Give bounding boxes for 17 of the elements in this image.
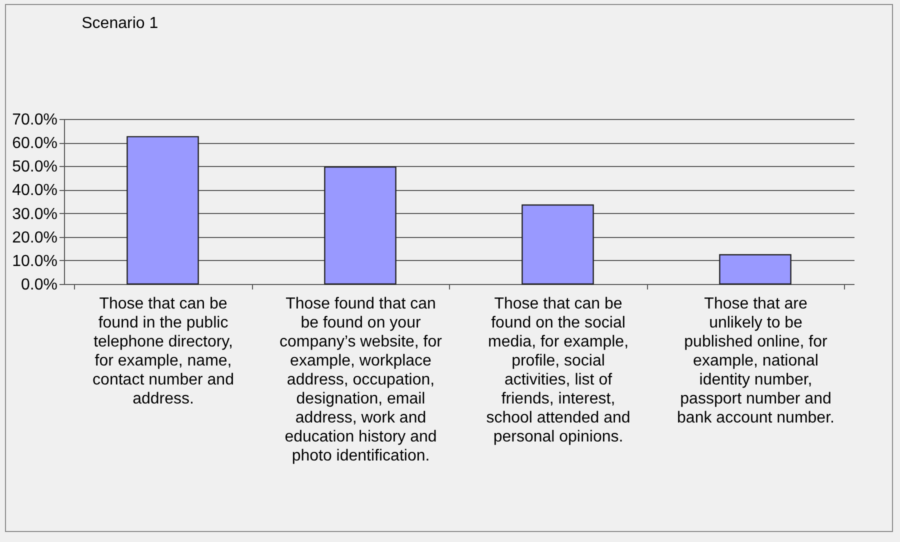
- y-tick-label: 10.0%: [12, 252, 58, 270]
- bar: [719, 254, 792, 285]
- bar: [522, 204, 594, 285]
- chart-title: Scenario 1: [82, 15, 158, 32]
- x-tick-label: Those that can be found in the public telephone directory, for example, name, contact number and address.: [92, 296, 234, 408]
- y-tick-label: 40.0%: [12, 182, 58, 200]
- category-label: Those found that can be found on your company’s website, for example, workplace address, occupation, designation, email address, work and education history and photo identification.: [280, 296, 442, 464]
- bar: [324, 166, 396, 285]
- y-tick-label: 60.0%: [12, 135, 58, 152]
- y-tick-label: 70.0%: [12, 112, 58, 128]
- y-tick-label: 20.0%: [12, 229, 58, 246]
- x-tick-label: Those that are unlikely to be published online, for example, national identity number, passport number and bank account number.: [677, 296, 834, 426]
- y-tick-label: 30.0%: [12, 206, 58, 223]
- x-tick-label: Those that can be found on the social media, for example, profile, social activities, list of friends, interest, school attended and personal opinions.: [486, 296, 630, 446]
- y-tick-label: 0.0%: [21, 276, 58, 294]
- bar: [126, 136, 199, 285]
- y-tick-label: 50.0%: [12, 158, 58, 176]
